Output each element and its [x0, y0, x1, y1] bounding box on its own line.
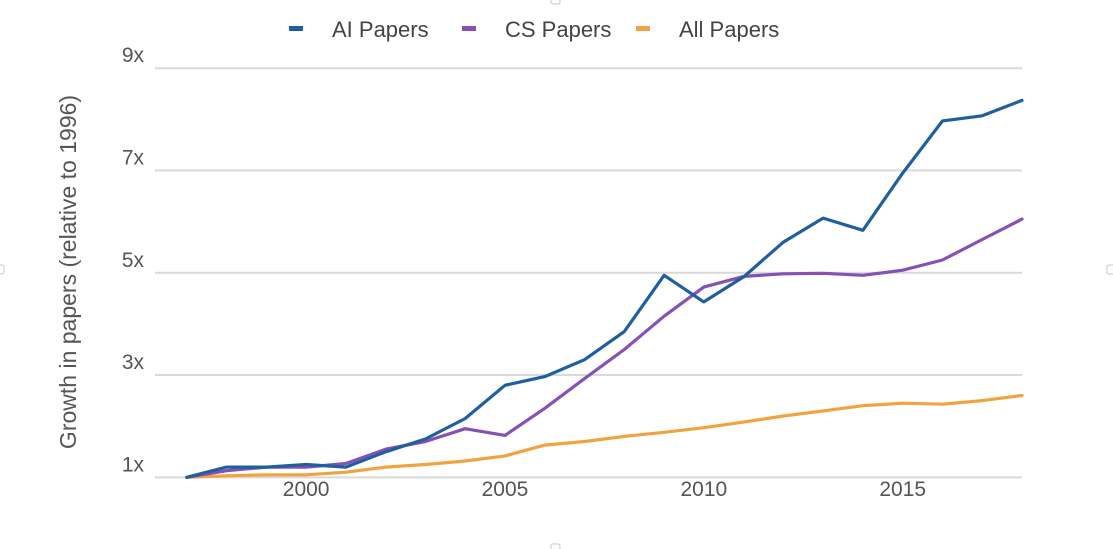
- x-tick-label: 2000: [283, 478, 330, 501]
- handle-right-middle[interactable]: [1106, 264, 1113, 275]
- handle-bottom-center[interactable]: [550, 543, 561, 549]
- legend-swatch: [636, 26, 650, 31]
- y-tick-labels: 1x 3x 5x 7x 9x: [122, 44, 145, 476]
- legend: AI Papers CS Papers All Papers: [289, 17, 779, 42]
- x-tick-labels: 2000 2005 2010 2015: [283, 478, 926, 501]
- y-tick-label: 7x: [122, 147, 145, 170]
- y-tick-label: 9x: [122, 44, 145, 67]
- legend-item-cs-papers: CS Papers: [462, 17, 611, 42]
- series-lines: [185, 98, 1024, 479]
- handle-left-middle[interactable]: [0, 264, 5, 275]
- series-line-ai-papers: [185, 98, 1024, 479]
- series-line-all-papers: [185, 393, 1024, 479]
- gridlines: [155, 67, 1022, 479]
- legend-swatch: [289, 26, 303, 31]
- legend-label: AI Papers: [332, 17, 429, 42]
- legend-item-all-papers: All Papers: [636, 17, 779, 42]
- x-tick-label: 2015: [879, 478, 926, 501]
- x-tick-label: 2010: [680, 478, 727, 501]
- legend-label: All Papers: [679, 17, 779, 42]
- y-axis-title: Growth in papers (relative to 1996): [55, 95, 81, 449]
- legend-item-ai-papers: AI Papers: [289, 17, 429, 42]
- y-tick-label: 3x: [122, 351, 145, 374]
- handle-top-center[interactable]: [550, 0, 561, 5]
- x-tick-label: 2005: [482, 478, 529, 501]
- legend-label: CS Papers: [505, 17, 611, 42]
- y-tick-label: 5x: [122, 249, 145, 272]
- y-tick-label: 1x: [122, 453, 145, 476]
- legend-swatch: [462, 26, 476, 31]
